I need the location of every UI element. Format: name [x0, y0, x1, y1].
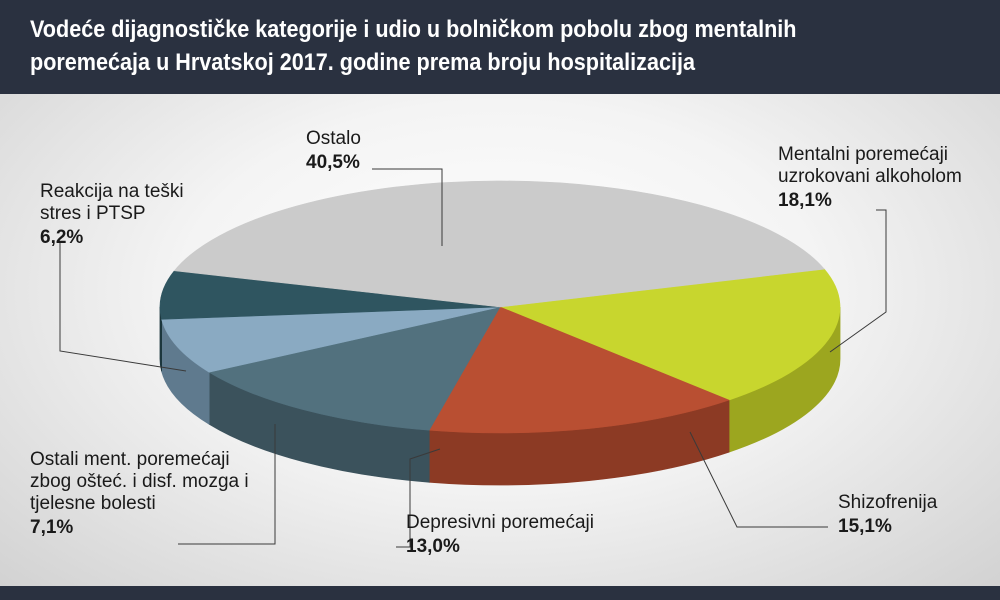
- chart-title: Vodeće dijagnostičke kategorije i udio u…: [30, 16, 797, 76]
- slice-label-0: uzrokovani alkoholom: [778, 166, 962, 187]
- slice-label-3: Ostali ment. poremećaji: [30, 449, 230, 470]
- slice-value-3: 7,1%: [30, 517, 73, 538]
- slice-label-4: Reakcija na teški: [40, 181, 184, 202]
- leader-line-0: [829, 209, 887, 353]
- leader-line-1: [689, 431, 828, 528]
- pie-top: [159, 180, 841, 434]
- leader-lines: [59, 168, 887, 548]
- header-bar: Vodeće dijagnostičke kategorije i udio u…: [0, 0, 1000, 94]
- slice-2: [208, 306, 501, 431]
- leader-line-3: [178, 424, 276, 545]
- slice-value-1: 15,1%: [838, 516, 892, 537]
- slice-label-1: Shizofrenija: [838, 492, 938, 513]
- slice-label-4: stres i PTSP: [40, 203, 146, 224]
- slice-label-5: Ostalo: [306, 128, 361, 149]
- slice-0: [499, 268, 841, 401]
- leader-line-2: [396, 448, 441, 548]
- slice-5: [173, 180, 825, 308]
- slice-label-2: Depresivni poremećaji: [406, 512, 594, 533]
- footer-bar: [0, 586, 1000, 600]
- slice-label-3: tjelesne bolesti: [30, 493, 156, 514]
- slice-3: [161, 306, 501, 373]
- slice-value-5: 40,5%: [306, 152, 360, 173]
- slice-label-3: zbog ošteć. i disf. mozga i: [30, 471, 249, 492]
- slice-value-4: 6,2%: [40, 227, 83, 248]
- leader-line-4: [59, 241, 187, 372]
- slice-label-0: Mentalni poremećaji: [778, 144, 948, 165]
- chart-area: Mentalni poremećaji uzrokovani alkoholom 1…: [0, 94, 1000, 586]
- slice-value-0: 18,1%: [778, 190, 832, 211]
- slice-value-2: 13,0%: [406, 536, 460, 557]
- slice-1: [428, 306, 730, 434]
- slice-4: [159, 270, 501, 320]
- leader-line-5: [372, 168, 443, 246]
